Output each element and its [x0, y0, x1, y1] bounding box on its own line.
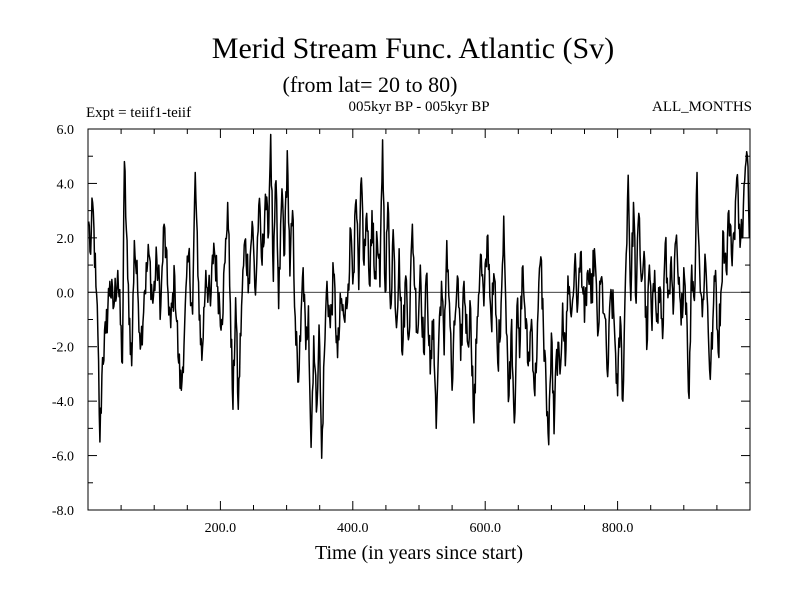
y-tick-label: 4.0 — [57, 177, 75, 192]
plot-area — [87, 128, 751, 511]
period-label: 005kyr BP - 005kyr BP — [348, 99, 489, 115]
y-tick-label: -6.0 — [52, 450, 74, 465]
x-tick-label: 800.0 — [602, 521, 634, 536]
chart-subtitle: (from lat= 20 to 80) — [283, 72, 458, 97]
y-tick-label: -8.0 — [52, 504, 74, 519]
chart-title: Merid Stream Func. Atlantic (Sv) — [212, 32, 614, 65]
y-tick-label: -2.0 — [52, 341, 74, 356]
plot-frame — [87, 128, 751, 511]
y-tick-label: 6.0 — [57, 123, 75, 138]
y-axis-labels: -8.0 -6.0 -4.0 -2.0 0.0 2.0 4.0 6.0 — [52, 123, 74, 519]
axis-ticks — [88, 129, 750, 510]
x-axis-label: Time (in years since start) — [315, 542, 523, 564]
y-tick-label: -4.0 — [52, 395, 74, 410]
experiment-label: Expt = teiif1-teiif — [86, 105, 191, 121]
y-tick-label: 2.0 — [57, 232, 75, 247]
x-axis-labels: 200.0 400.0 600.0 800.0 — [205, 521, 634, 536]
x-tick-label: 200.0 — [205, 521, 237, 536]
series-line — [87, 133, 751, 460]
months-label: ALL_MONTHS — [652, 99, 752, 115]
x-tick-label: 400.0 — [337, 521, 369, 536]
y-tick-label: 0.0 — [57, 286, 75, 301]
x-tick-label: 600.0 — [469, 521, 501, 536]
